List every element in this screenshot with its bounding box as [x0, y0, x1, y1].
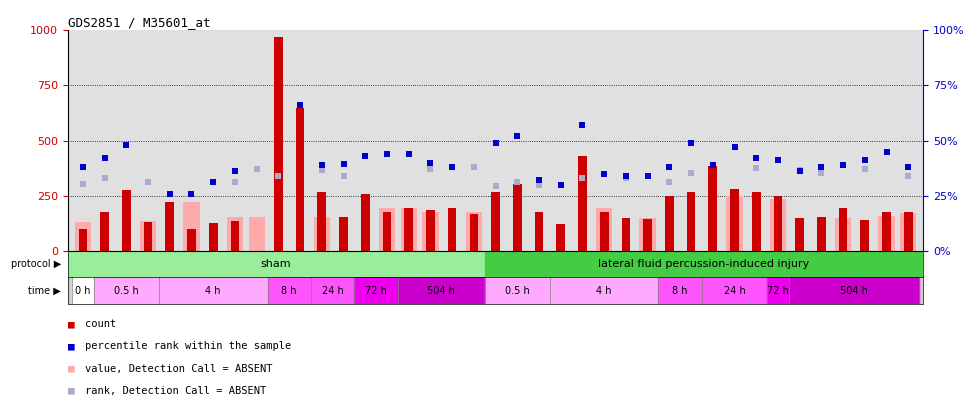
Bar [159, 277, 268, 304]
Bar [665, 196, 674, 251]
Bar [101, 212, 109, 251]
Bar [491, 192, 500, 251]
Bar [423, 212, 439, 251]
Bar [659, 277, 702, 304]
Bar [709, 166, 718, 251]
Bar [274, 37, 282, 251]
Text: value, Detection Call = ABSENT: value, Detection Call = ABSENT [85, 364, 273, 373]
Text: 8 h: 8 h [281, 286, 297, 296]
Bar [78, 229, 87, 251]
Bar [209, 223, 218, 251]
Bar [313, 217, 330, 251]
Bar [249, 217, 265, 251]
Text: count: count [85, 319, 116, 329]
Bar [72, 277, 94, 304]
Text: ■: ■ [68, 364, 74, 373]
Text: protocol ▶: protocol ▶ [11, 259, 61, 269]
Bar [379, 208, 396, 251]
Text: ■: ■ [68, 341, 74, 351]
Bar [426, 210, 435, 251]
Bar [361, 194, 369, 251]
Bar [726, 196, 743, 251]
Bar [354, 277, 397, 304]
Text: ■: ■ [68, 386, 74, 396]
Bar [835, 218, 851, 251]
Bar [596, 208, 612, 251]
Bar [817, 217, 826, 251]
Bar [74, 222, 91, 251]
Bar [774, 196, 782, 251]
Bar [900, 213, 917, 251]
Bar [68, 251, 484, 277]
Text: 504 h: 504 h [427, 286, 455, 296]
Bar [878, 215, 894, 251]
Bar [311, 277, 354, 304]
Bar [484, 251, 923, 277]
Bar [188, 229, 196, 251]
Bar [339, 217, 348, 251]
Bar [795, 218, 804, 251]
Bar [383, 212, 392, 251]
Text: percentile rank within the sample: percentile rank within the sample [85, 341, 291, 351]
Text: 504 h: 504 h [840, 286, 868, 296]
Text: 72 h: 72 h [767, 286, 789, 296]
Bar [838, 208, 847, 251]
Bar [122, 190, 131, 251]
Bar [861, 220, 869, 251]
Bar [789, 277, 920, 304]
Bar [400, 208, 417, 251]
Bar [404, 208, 413, 251]
Bar [752, 192, 761, 251]
Text: 24 h: 24 h [322, 286, 343, 296]
Bar [550, 277, 659, 304]
Text: lateral fluid percussion-induced injury: lateral fluid percussion-induced injury [599, 259, 809, 269]
Bar [770, 199, 786, 251]
Bar [643, 219, 652, 251]
Bar [687, 192, 695, 251]
Text: time ▶: time ▶ [28, 286, 61, 296]
Text: 4 h: 4 h [205, 286, 221, 296]
Text: 0.5 h: 0.5 h [505, 286, 530, 296]
Bar [165, 202, 174, 251]
Bar [578, 156, 587, 251]
Text: rank, Detection Call = ABSENT: rank, Detection Call = ABSENT [85, 386, 266, 396]
Text: 4 h: 4 h [597, 286, 612, 296]
Bar [296, 108, 305, 251]
Bar [397, 277, 484, 304]
Text: GDS2851 / M35601_at: GDS2851 / M35601_at [68, 16, 210, 29]
Text: ■: ■ [68, 319, 74, 329]
Bar [622, 218, 630, 251]
Bar [767, 277, 789, 304]
Text: sham: sham [261, 259, 291, 269]
Bar [702, 277, 767, 304]
Bar [730, 189, 739, 251]
Bar [317, 192, 326, 251]
Bar [484, 277, 550, 304]
Text: 8 h: 8 h [672, 286, 688, 296]
Text: 24 h: 24 h [723, 286, 746, 296]
Bar [513, 183, 521, 251]
Text: 0 h: 0 h [75, 286, 91, 296]
Bar [268, 277, 311, 304]
Text: 72 h: 72 h [366, 286, 387, 296]
Bar [470, 215, 479, 251]
Bar [600, 212, 608, 251]
Bar [904, 212, 913, 251]
Bar [140, 221, 157, 251]
Bar [184, 202, 199, 251]
Bar [230, 221, 239, 251]
Bar [556, 224, 565, 251]
Bar [639, 218, 656, 251]
Bar [227, 217, 243, 251]
Bar [448, 208, 456, 251]
Bar [535, 212, 543, 251]
Bar [882, 212, 891, 251]
Bar [466, 212, 482, 251]
Text: 0.5 h: 0.5 h [114, 286, 138, 296]
Bar [94, 277, 159, 304]
Bar [144, 222, 153, 251]
